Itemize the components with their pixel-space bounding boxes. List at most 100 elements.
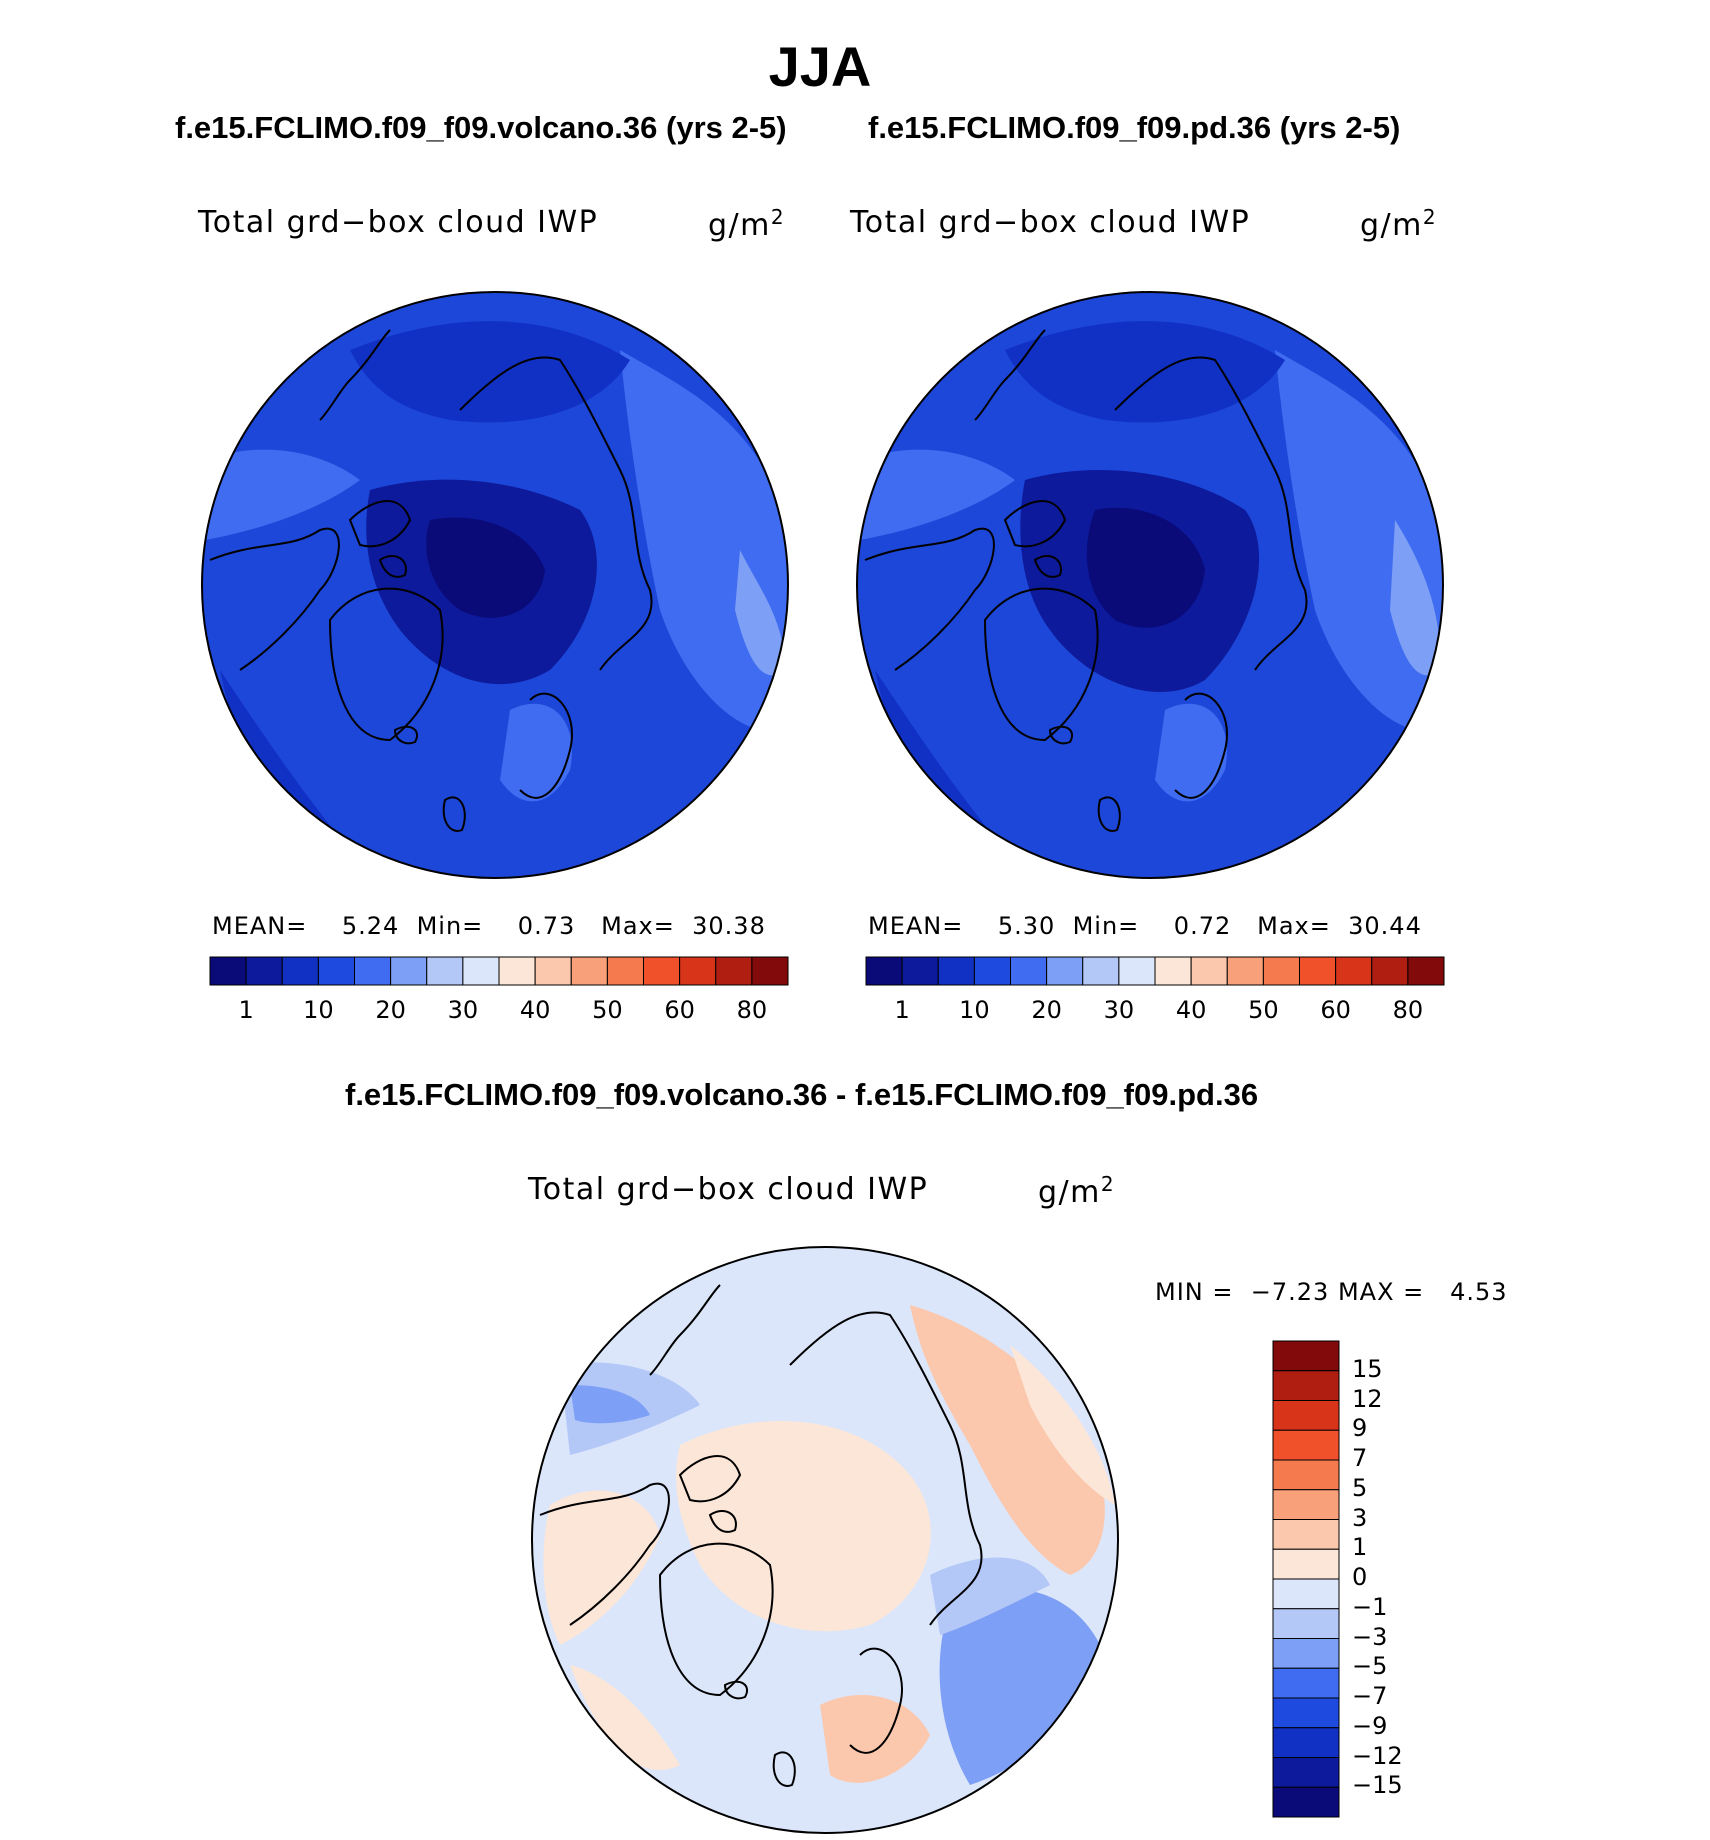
coastline-canada	[209, 527, 340, 671]
coastline-greenland	[658, 1542, 774, 1697]
colorbar-box	[901, 956, 939, 986]
panel-2-colorbar-labels: 1 10 20 30 40 50 60 80	[866, 996, 1444, 1026]
coastline-siberia	[1114, 356, 1308, 671]
mean-label: MEAN=	[868, 912, 964, 940]
min-label: Min=	[1072, 912, 1140, 940]
field-region-negative-southeast	[939, 1588, 1100, 1785]
map-boundary	[201, 291, 789, 879]
colorbar-tick-label: 80	[736, 996, 768, 1024]
colorbar-box	[462, 956, 500, 986]
colorbar-box	[1272, 1400, 1340, 1431]
colorbar-tick-label: −9	[1352, 1711, 1388, 1740]
colorbar-box	[1272, 1519, 1340, 1550]
panel-1-polar-map	[201, 291, 789, 879]
difference-units: g/m2	[1038, 1172, 1116, 1210]
colorbar-box	[937, 956, 975, 986]
panel-2-units: g/m2	[1360, 205, 1438, 243]
colorbar-box	[390, 956, 428, 986]
panel-2-polar-map	[856, 291, 1444, 879]
difference-colorbar-labels: 15 12 9 7 5 3 1 0 −1 −3 −5 −7 −9 −12 −15	[1352, 1340, 1472, 1820]
colorbar-box	[643, 956, 681, 986]
colorbar-box	[1272, 1697, 1340, 1729]
colorbar-tick-label: 20	[375, 996, 406, 1024]
field-region-negative-southeast-outer	[930, 1557, 1050, 1635]
colorbar-box	[1272, 1578, 1340, 1610]
colorbar-tick-label: −12	[1352, 1741, 1403, 1770]
field-region-dark-north	[350, 321, 630, 423]
colorbar-box	[1272, 1429, 1340, 1461]
colorbar-tick-label: 40	[519, 996, 551, 1024]
colorbar-tick-label: −3	[1352, 1622, 1388, 1651]
colorbar-box	[1262, 956, 1301, 986]
difference-stats: MIN = −7.23 MAX = 4.53	[1155, 1278, 1508, 1306]
coastline-scandinavia	[849, 1647, 903, 1754]
max-label: Max=	[1257, 912, 1331, 940]
colorbar-box	[354, 956, 392, 986]
panel-1-variable-title: Total grd−box cloud IWP	[198, 205, 599, 240]
coastline-canada	[539, 1482, 670, 1626]
colorbar-tick-label: 10	[959, 996, 990, 1024]
colorbar-box	[1335, 956, 1373, 986]
coastline-british-isles	[442, 796, 466, 832]
field-region-positive-east	[910, 1305, 1105, 1575]
colorbar-tick-label: 60	[1320, 996, 1351, 1024]
coastline-canada	[864, 527, 995, 671]
map-boundary	[531, 1246, 1119, 1834]
colorbar-tick-label: 10	[303, 996, 334, 1024]
coastline-alaska	[319, 329, 391, 421]
field-region-dark-north	[1005, 321, 1285, 423]
panel-1-colorbar-labels: 1 10 20 30 40 50 60 80	[210, 996, 788, 1026]
colorbar-box	[751, 956, 789, 986]
field-region-negative-northwest	[570, 1385, 650, 1424]
colorbar-box	[606, 956, 645, 986]
colorbar-tick-label: 9	[1352, 1414, 1368, 1443]
panel-2-stats: MEAN= 5.30 Min= 0.72 Max= 30.44	[868, 912, 1422, 940]
colorbar-box	[1046, 956, 1084, 986]
diff-min-label: MIN =	[1155, 1278, 1234, 1306]
coastline-archipelago	[1003, 500, 1067, 578]
colorbar-tick-label: 12	[1352, 1384, 1383, 1413]
difference-polar-map	[531, 1246, 1119, 1834]
colorbar-box	[1272, 1608, 1340, 1639]
colorbar-box	[534, 956, 572, 986]
colorbar-tick-label: 60	[664, 996, 695, 1024]
colorbar-tick-label: 30	[1103, 996, 1135, 1024]
colorbar-box	[865, 956, 903, 986]
field-region-light-west	[860, 449, 1015, 540]
colorbar-box	[1154, 956, 1192, 986]
colorbar-tick-label: 5	[1352, 1473, 1368, 1502]
field-region-light-scandinavia	[500, 703, 572, 802]
colorbar-tick-label: −5	[1352, 1652, 1388, 1681]
colorbar-box	[1371, 956, 1409, 986]
colorbar-box	[973, 956, 1012, 986]
min-value: 0.73	[517, 912, 576, 940]
colorbar-box	[1272, 1548, 1340, 1580]
mean-value: 5.24	[341, 912, 400, 940]
panel-2-case-title: f.e15.FCLIMO.f09_f09.pd.36 (yrs 2-5)	[868, 110, 1401, 145]
field-region-positive-southwest	[570, 1665, 680, 1771]
panel-2-variable-title: Total grd−box cloud IWP	[850, 205, 1251, 240]
colorbar-box	[1190, 956, 1228, 986]
colorbar-tick-label: −15	[1352, 1771, 1403, 1800]
coastline-archipelago	[678, 1455, 742, 1533]
colorbar-tick-label: 1	[894, 996, 910, 1024]
difference-case-title: f.e15.FCLIMO.f09_f09.volcano.36 - f.e15.…	[345, 1077, 1259, 1112]
coastline-british-isles	[772, 1751, 796, 1787]
colorbar-box	[570, 956, 608, 986]
field-region-positive-east-outer	[1010, 1345, 1115, 1505]
mean-label: MEAN=	[212, 912, 308, 940]
colorbar-tick-label: 20	[1031, 996, 1062, 1024]
colorbar-box	[426, 956, 464, 986]
coastline-iceland	[1048, 725, 1073, 745]
colorbar-tick-label: 30	[447, 996, 479, 1024]
difference-variable-title: Total grd−box cloud IWP	[528, 1172, 929, 1207]
coastline-siberia	[789, 1311, 983, 1626]
colorbar-tick-label: 15	[1352, 1354, 1383, 1383]
panel-1-units: g/m2	[708, 205, 786, 243]
mean-value: 5.30	[997, 912, 1056, 940]
colorbar-tick-label: 7	[1352, 1444, 1368, 1472]
panel-1-colorbar	[209, 956, 789, 986]
colorbar-box	[1272, 1757, 1340, 1788]
colorbar-box	[1299, 956, 1337, 986]
colorbar-box	[1272, 1459, 1340, 1491]
